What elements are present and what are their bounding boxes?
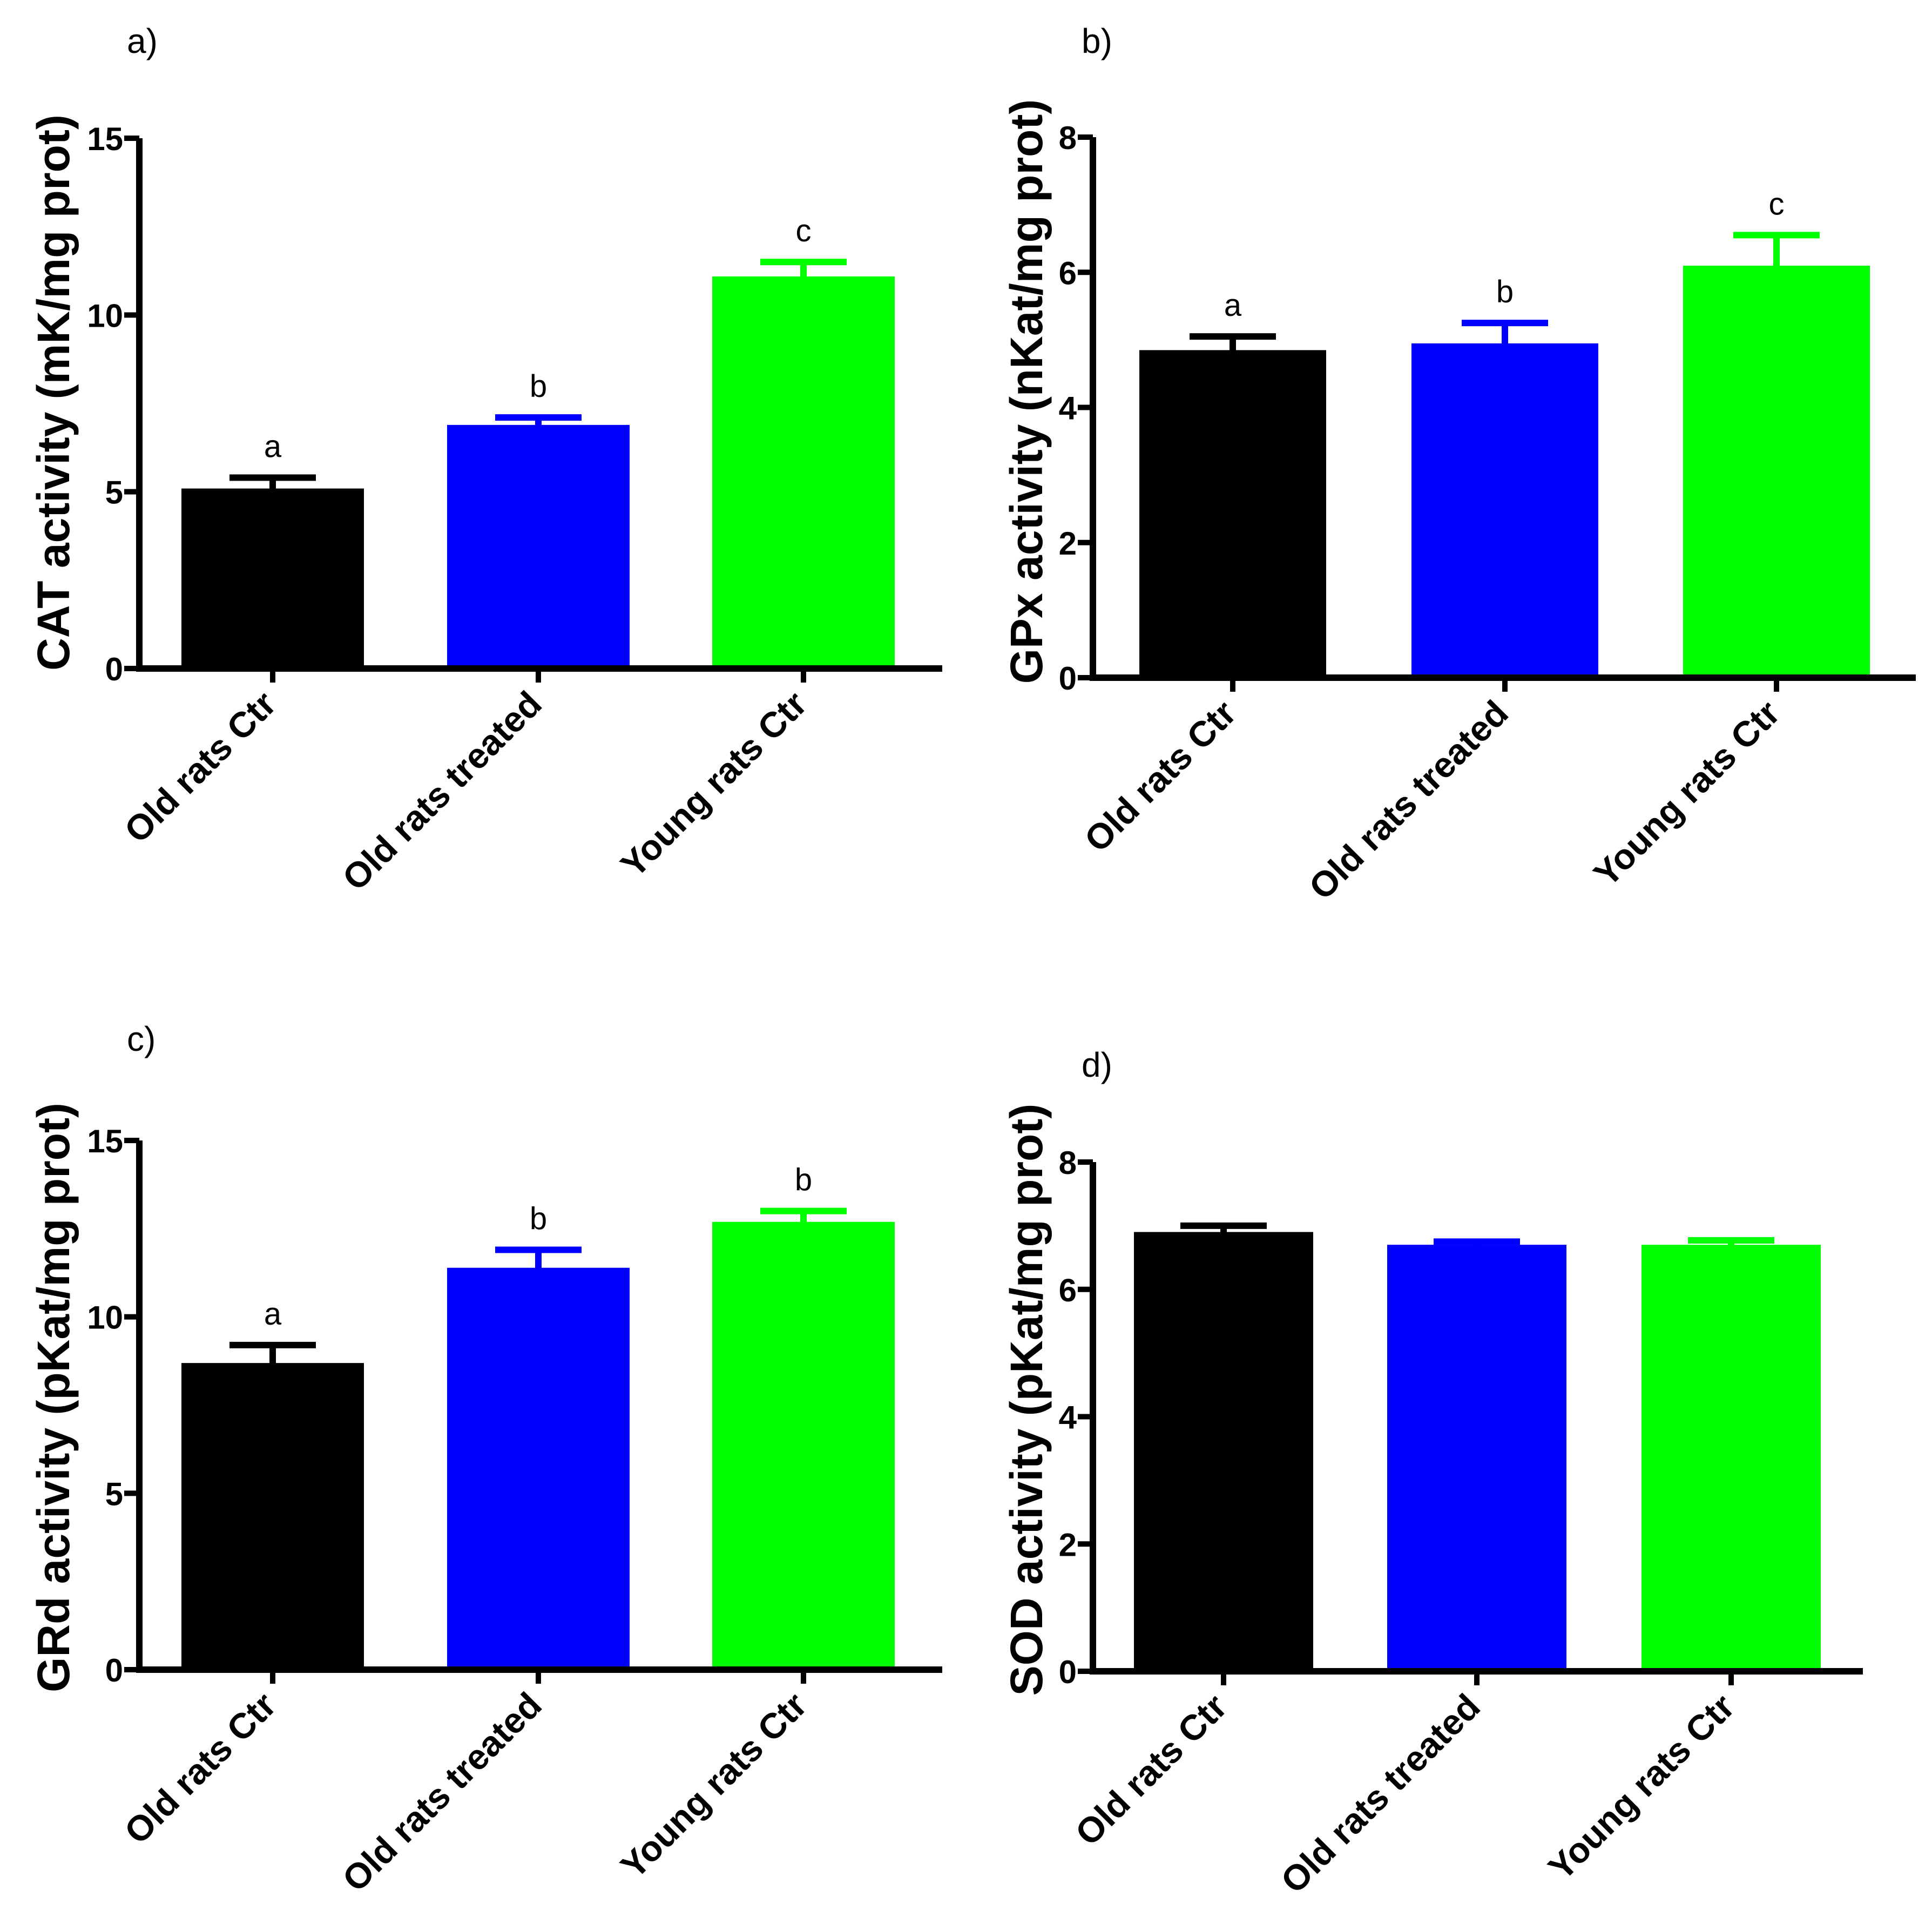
significance-letter: c — [796, 213, 812, 248]
bar-young-ctr — [712, 1225, 895, 1670]
y-tick-label: 10 — [87, 1300, 123, 1336]
y-tick-label: 15 — [87, 121, 123, 157]
significance-letter: a — [264, 429, 282, 464]
y-tick-label: 6 — [1059, 255, 1077, 291]
y-tick-label: 0 — [1059, 1654, 1077, 1690]
y-axis-title: GRd activity (pKat/mg prot) — [28, 1103, 79, 1692]
y-axis-title: GPx activity (nKat/mg prot) — [1001, 99, 1052, 684]
significance-letter: c — [1769, 186, 1785, 221]
bar-young-ctr — [1641, 1248, 1821, 1671]
y-axis-title: CAT activity (mK/mg prot) — [28, 114, 79, 671]
bar-old-ctr — [1134, 1235, 1313, 1671]
significance-letter: a — [264, 1297, 282, 1332]
y-axis-title: SOD activity (pKat/mg prot) — [1001, 1104, 1052, 1696]
bar-old-treated — [1411, 346, 1598, 678]
y-tick-label: 10 — [87, 298, 123, 334]
significance-letter: b — [1496, 274, 1514, 309]
bar-old-ctr — [1139, 353, 1326, 678]
bar-old-treated — [447, 428, 630, 669]
y-tick-label: 2 — [1059, 1527, 1077, 1563]
bar-old-treated — [447, 1271, 630, 1670]
panel-label: b) — [1082, 22, 1112, 60]
panel-label: a) — [127, 22, 158, 60]
panel-label: d) — [1082, 1045, 1112, 1084]
significance-letter: b — [795, 1163, 812, 1198]
y-tick-label: 2 — [1059, 525, 1077, 562]
bar-old-ctr — [181, 1366, 364, 1670]
y-tick-label: 6 — [1059, 1272, 1077, 1308]
y-tick-label: 15 — [87, 1123, 123, 1159]
significance-letter: a — [1224, 288, 1242, 323]
y-tick-label: 4 — [1059, 1400, 1077, 1436]
bar-old-treated — [1387, 1248, 1566, 1671]
significance-letter: b — [530, 1201, 547, 1237]
y-tick-label: 5 — [105, 475, 123, 511]
panel-label: c) — [127, 1020, 156, 1058]
bar-young-ctr — [712, 279, 895, 669]
y-tick-label: 4 — [1059, 390, 1077, 427]
y-tick-label: 0 — [1059, 660, 1077, 697]
bar-young-ctr — [1683, 268, 1870, 678]
y-tick-label: 0 — [105, 651, 123, 687]
bar-old-ctr — [181, 491, 364, 669]
y-tick-label: 8 — [1059, 1145, 1077, 1181]
significance-letter: b — [530, 369, 547, 404]
y-tick-label: 8 — [1059, 120, 1077, 156]
y-tick-label: 5 — [105, 1476, 123, 1512]
y-tick-label: 0 — [105, 1652, 123, 1689]
